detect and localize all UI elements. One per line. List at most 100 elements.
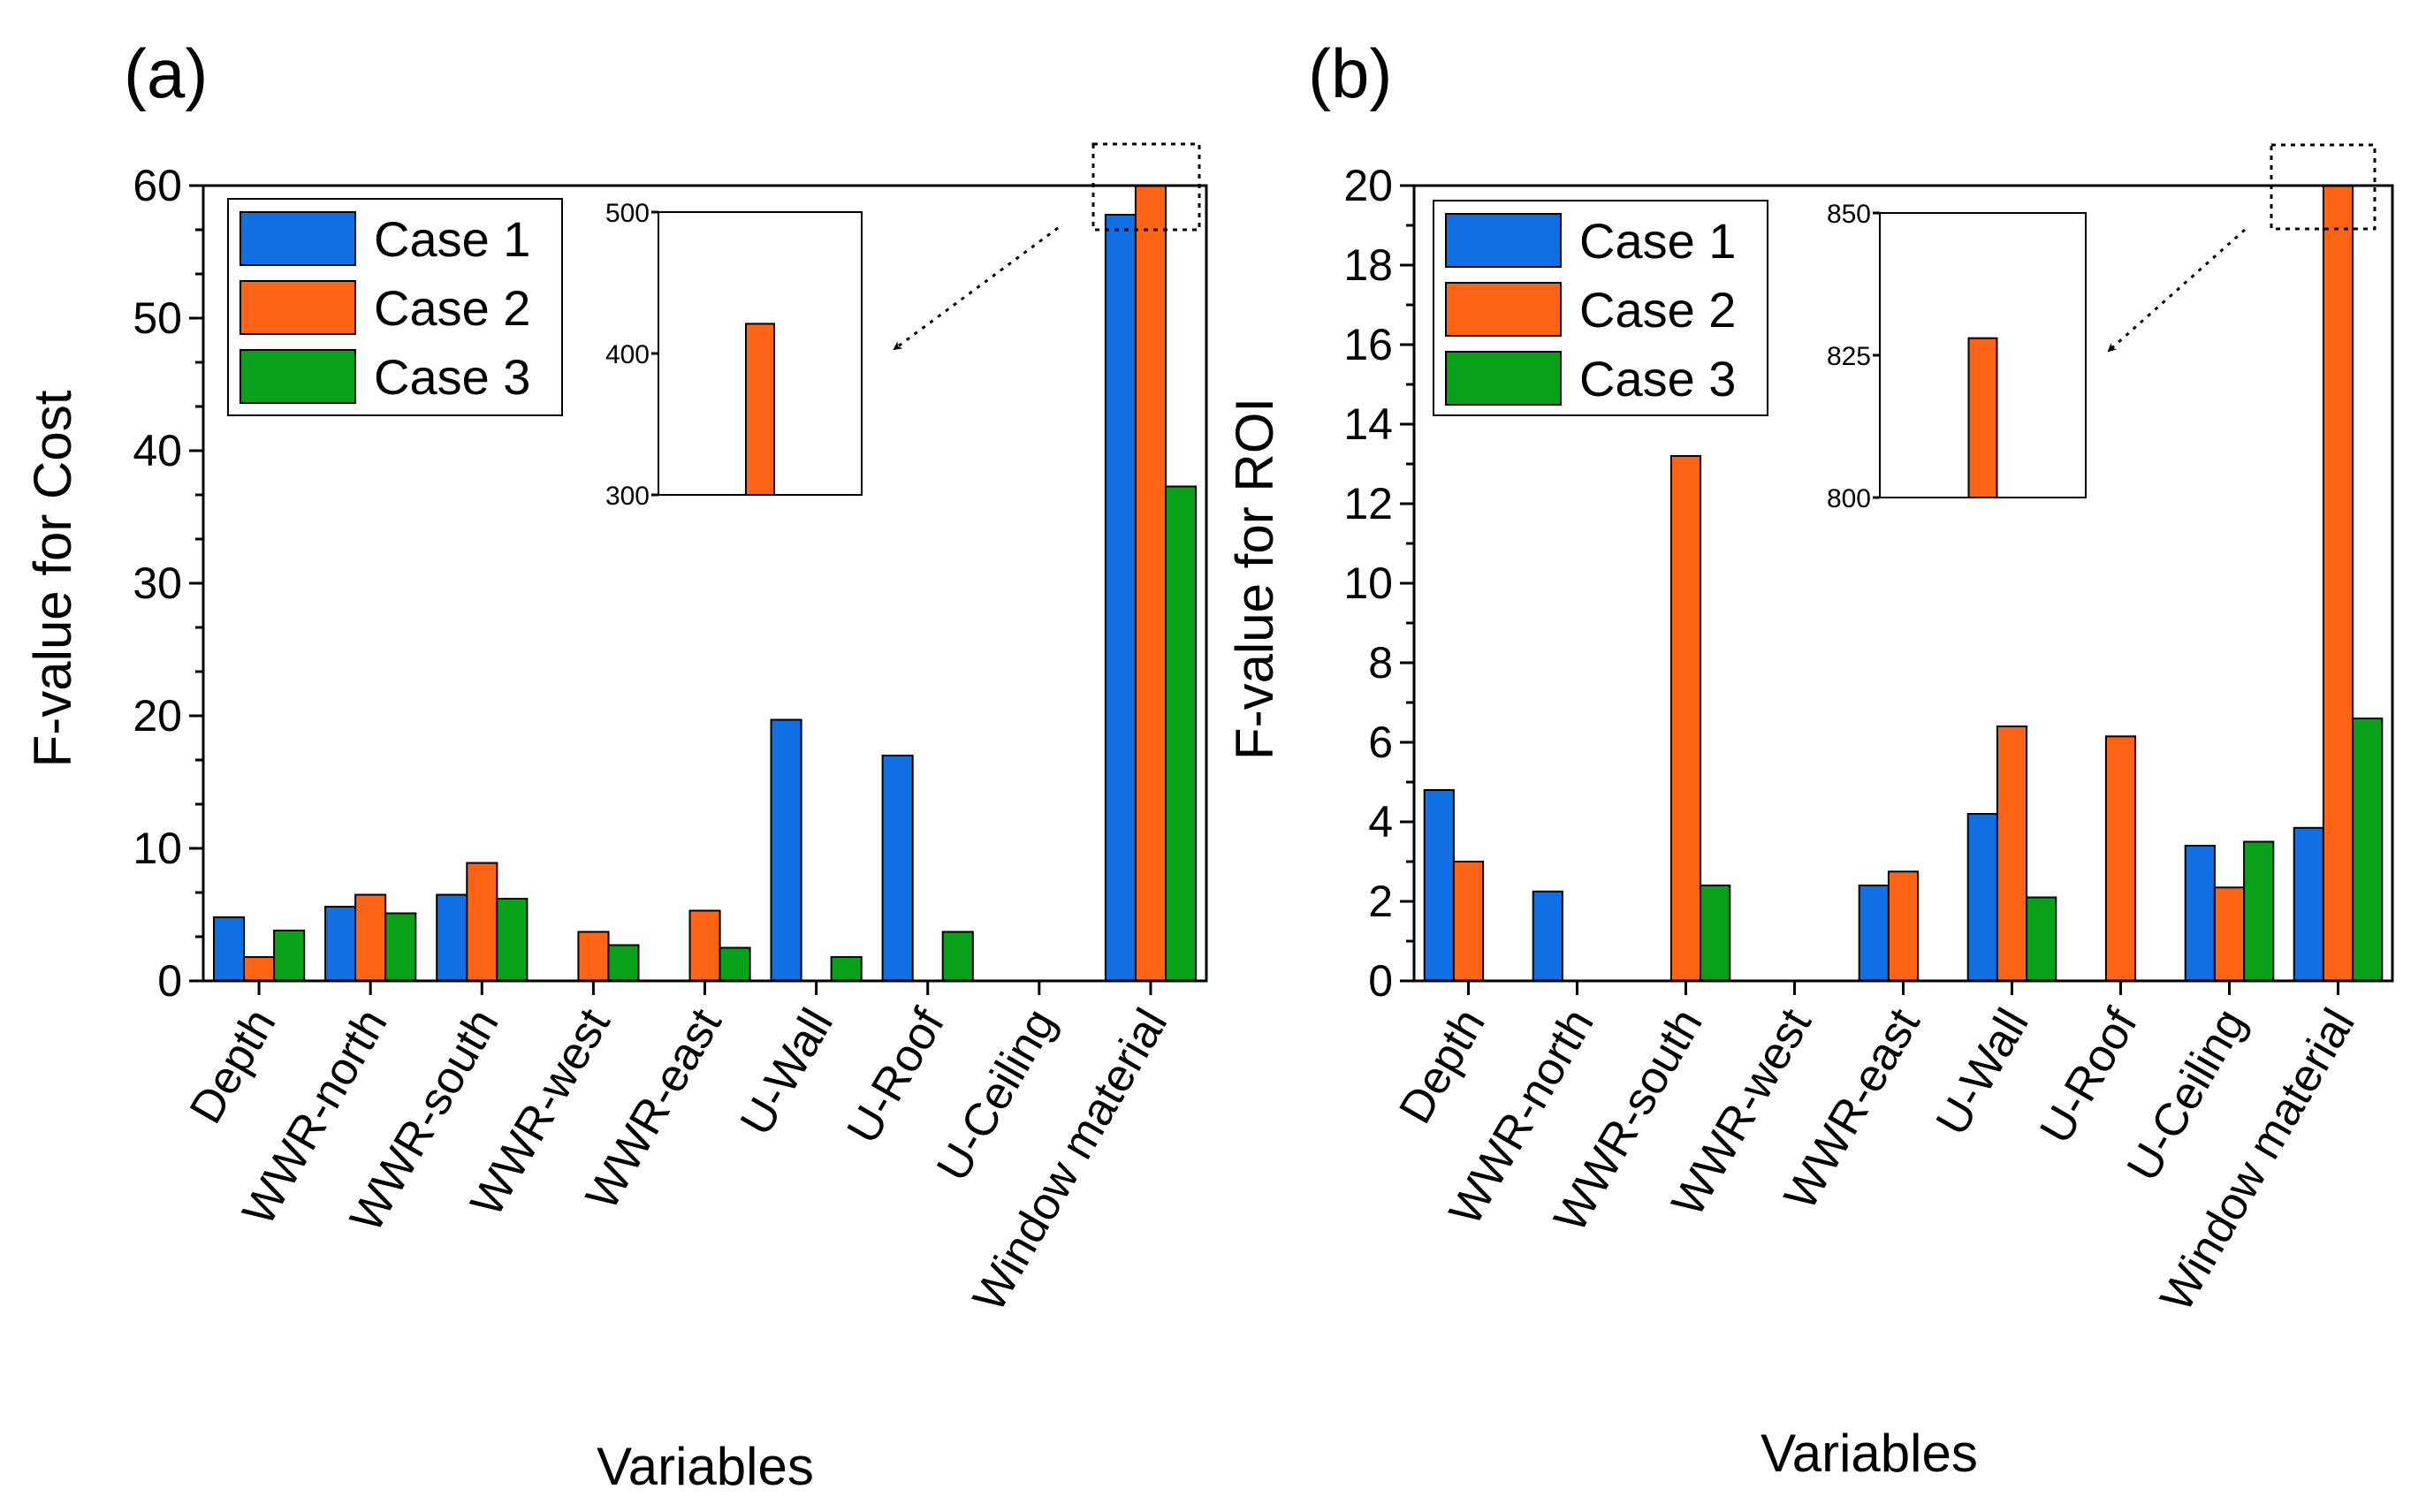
panel-a-bar-wwr-east-case-2 <box>688 909 721 982</box>
panel-a-bar-depth-case-3 <box>273 930 306 982</box>
panel-b-roi-chart: (b) 0 2 4 6 8 10 12 14 16 18 20 DepthWWR-northWWR-… <box>1225 34 2394 1483</box>
panel-b-category-label-depth: Depth <box>1389 1000 1495 1132</box>
panel-b-zoom-box <box>2270 143 2377 231</box>
panel-b-y-tick-label: 18 <box>1343 240 1393 290</box>
panel-b-bar-depth-case-1 <box>1423 789 1455 982</box>
panel-b-y-tick-label: 16 <box>1343 320 1393 369</box>
panel-b-y-ticks: 0 2 4 6 8 10 12 14 16 18 20 <box>1343 161 1414 1006</box>
panel-a-bar-window-material-case-2 <box>1134 185 1167 982</box>
panel-b-y-tick-label: 14 <box>1343 399 1393 449</box>
panel-a-y-tick-label: 40 <box>133 426 182 475</box>
panel-b-x-ticks: DepthWWR-northWWR-southWWR-westWWR-eastU… <box>1389 981 2365 1320</box>
panel-b-y-tick-label: 20 <box>1343 161 1393 210</box>
panel-b-bar-wwr-south-case-3 <box>1700 885 1731 982</box>
panel-a-bar-wwr-south-case-1 <box>436 893 468 982</box>
panel-a-x-axis-title: Variables <box>597 1437 814 1496</box>
panel-b-bar-u-ceiling-case-1 <box>2184 845 2216 982</box>
panel-a-inset-tick-label: 300 <box>605 482 650 511</box>
panel-b-bar-u-wall-case-1 <box>1966 813 1998 982</box>
panel-b-inset-tick-label: 800 <box>1827 484 1871 513</box>
panel-a-bar-u-roof-case-1 <box>881 755 914 982</box>
panel-b-zoom-arrow <box>2107 228 2246 353</box>
panel-b-inset: 800 825 850 <box>1827 200 2087 513</box>
panel-b-legend-swatch-case-3 <box>1445 351 1562 406</box>
panel-b-legend-swatch-case-1 <box>1445 213 1562 268</box>
panel-a-bar-u-wall-case-1 <box>770 718 802 982</box>
panel-b-bar-u-wall-case-3 <box>2026 896 2057 982</box>
panel-a-bar-wwr-east-case-3 <box>719 946 751 982</box>
panel-a-bars <box>213 185 1198 982</box>
panel-b-y-tick-label: 8 <box>1368 638 1393 688</box>
panel-b-inset-tick-label: 850 <box>1827 200 1871 229</box>
panel-b-y-tick-label: 10 <box>1343 558 1393 608</box>
panel-b-bar-wwr-east-case-2 <box>1887 870 1920 983</box>
panel-a-inset-tick-label: 500 <box>605 199 650 228</box>
panel-a-zoom-box <box>1091 142 1201 232</box>
panel-a-inset: 300 400 500 <box>605 199 863 511</box>
panel-a-bar-depth-case-1 <box>213 916 246 982</box>
panel-b-bar-depth-case-2 <box>1452 861 1485 982</box>
panel-a-bar-wwr-north-case-3 <box>384 912 417 982</box>
panel-a-category-label-u-roof: U-Roof <box>838 1000 955 1152</box>
panel-a-bar-wwr-north-case-1 <box>324 906 357 982</box>
panel-a-cost-chart: (a) 0 10 20 30 40 50 60 DepthWWR-northWWR-sout… <box>23 34 1208 1496</box>
panel-b-y-axis-title: F-value for ROI <box>1225 398 1284 760</box>
panel-a-label: (a) <box>124 34 208 112</box>
panel-b-y-tick-label: 4 <box>1368 797 1393 847</box>
panel-b-bars <box>1423 185 2384 983</box>
panel-a-y-tick-label: 20 <box>133 691 182 741</box>
panel-a-legend-swatch-case-2 <box>240 280 356 335</box>
panel-b-inset-bar-window-material <box>1967 337 1998 498</box>
panel-a-legend-label-case-1: Case 1 <box>374 211 530 267</box>
panel-b-legend-label-case-3: Case 3 <box>1579 351 1736 406</box>
panel-a-category-label-depth: Depth <box>180 1000 286 1132</box>
panel-a-bar-window-material-case-1 <box>1104 214 1137 982</box>
panel-b-inset-tick-label: 825 <box>1827 342 1871 371</box>
panel-a-bar-wwr-north-case-2 <box>354 893 387 982</box>
panel-a-category-label-u-wall: U-Wall <box>731 1000 843 1143</box>
panel-a-bar-wwr-south-case-3 <box>496 898 529 982</box>
panel-a-y-tick-label: 30 <box>133 558 182 608</box>
panel-a-bar-wwr-south-case-2 <box>466 862 498 982</box>
panel-b-bar-wwr-east-case-1 <box>1858 885 1890 982</box>
panel-a-legend-label-case-3: Case 3 <box>374 349 530 405</box>
panel-b-legend: Case 1 Case 2 Case 3 <box>1433 200 1768 416</box>
panel-a-y-ticks: 0 10 20 30 40 50 60 <box>133 161 203 1006</box>
panel-b-bar-u-roof-case-2 <box>2104 735 2137 983</box>
panel-a-legend-swatch-case-3 <box>240 349 356 404</box>
panel-a-bar-u-roof-case-3 <box>941 931 974 982</box>
panel-a-inset-tick-label: 400 <box>605 340 650 369</box>
panel-b-bar-u-ceiling-case-3 <box>2243 840 2275 982</box>
panel-a-legend-label-case-2: Case 2 <box>374 280 530 336</box>
panel-b-bar-u-wall-case-2 <box>1996 726 2028 982</box>
panel-a-y-tick-label: 10 <box>133 824 182 873</box>
panel-b-y-tick-label: 2 <box>1368 877 1393 926</box>
panel-b-category-label-u-wall: U-Wall <box>1927 1000 2039 1143</box>
panel-a-bar-wwr-west-case-3 <box>607 944 640 982</box>
panel-a-y-tick-label: 60 <box>133 161 182 210</box>
panel-b-bar-wwr-south-case-2 <box>1669 455 1702 982</box>
panel-b-category-label-u-roof: U-Roof <box>2030 1000 2148 1152</box>
panel-a-bar-u-wall-case-3 <box>830 956 863 982</box>
panel-a-inset-bar-window-material <box>745 323 775 496</box>
panel-b-y-tick-label: 0 <box>1368 956 1393 1006</box>
panel-b-bar-wwr-north-case-1 <box>1532 890 1563 983</box>
panel-a-y-tick-label: 0 <box>157 956 182 1006</box>
panel-b-legend-swatch-case-2 <box>1445 282 1562 337</box>
panel-a-bar-depth-case-2 <box>243 956 276 982</box>
panel-a-bar-wwr-west-case-2 <box>577 931 610 982</box>
panel-a-plot-frame <box>202 184 1208 983</box>
panel-b-bar-window-material-case-1 <box>2293 826 2324 983</box>
panel-b-legend-label-case-2: Case 2 <box>1579 282 1736 338</box>
panel-a-legend-swatch-case-1 <box>240 211 356 266</box>
panel-b-x-axis-title: Variables <box>1761 1424 1978 1483</box>
panel-b-bar-window-material-case-2 <box>2322 185 2354 982</box>
panel-a-legend: Case 1 Case 2 Case 3 <box>227 198 563 416</box>
panel-b-label: (b) <box>1308 34 1392 112</box>
panel-a-zoom-arrow <box>893 226 1059 351</box>
panel-b-y-tick-label: 6 <box>1368 718 1393 767</box>
panel-b-category-label-window-material: Window material <box>2150 1000 2364 1320</box>
panel-a-x-ticks: DepthWWR-northWWR-southWWR-westWWR-eastU… <box>180 981 1177 1320</box>
panel-a-y-axis-title: F-value for Cost <box>23 390 82 767</box>
